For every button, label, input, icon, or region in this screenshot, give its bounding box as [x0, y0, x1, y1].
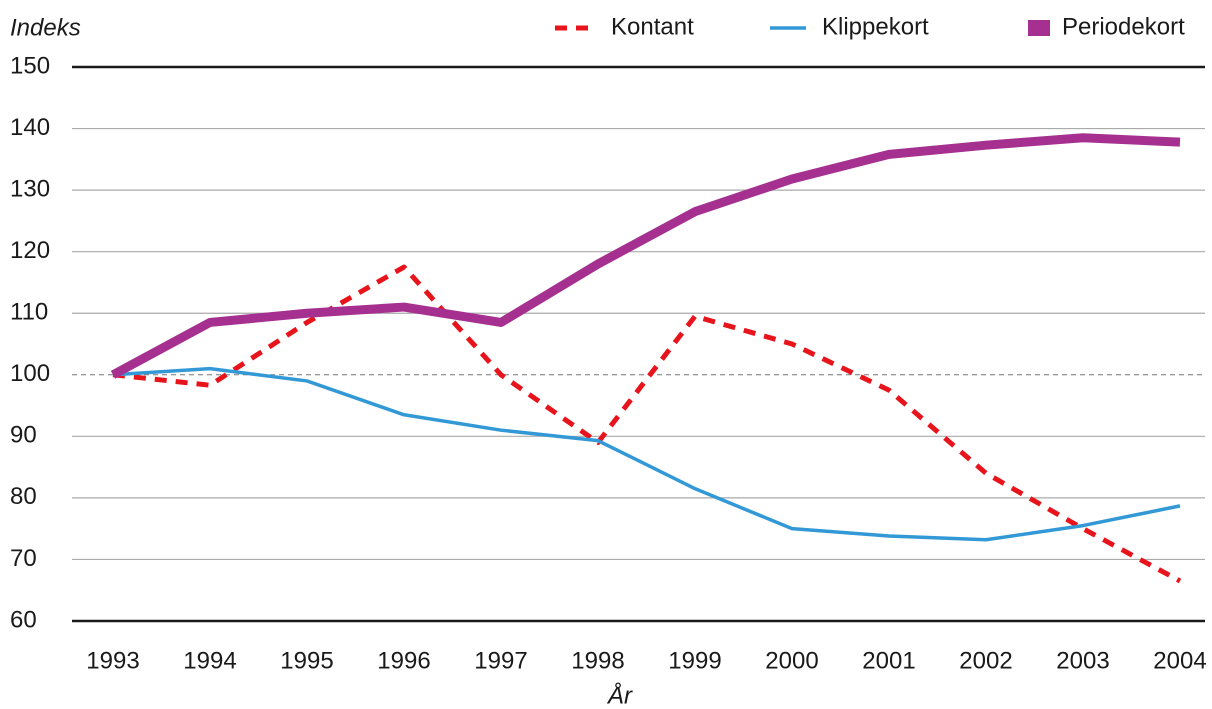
x-tick-label: 2004: [1153, 647, 1206, 674]
series-line: [110, 133, 1181, 379]
x-tick-label: 2000: [765, 647, 818, 674]
y-tick-label: 100: [10, 360, 50, 387]
series-line: [112, 264, 1182, 584]
series-line: [112, 366, 1181, 542]
y-tick-label: 140: [10, 114, 50, 141]
x-tick-label: 1994: [183, 647, 236, 674]
y-tick-label: 60: [10, 606, 37, 633]
y-tick-label: 110: [10, 299, 48, 326]
y-tick-label: 150: [10, 52, 50, 79]
x-tick-label: 1998: [571, 647, 624, 674]
x-tick-label: 2001: [862, 647, 915, 674]
legend-label: Periodekort: [1062, 13, 1185, 40]
x-tick-label: 1995: [280, 647, 333, 674]
y-tick-label: 130: [10, 175, 50, 202]
y-tick-label: 90: [10, 422, 37, 449]
y-tick-label: 120: [10, 237, 50, 264]
legend-label: Klippekort: [822, 13, 929, 40]
x-tick-label: 2003: [1056, 647, 1109, 674]
legend-swatch: [1028, 20, 1050, 36]
y-tick-label: 80: [10, 483, 37, 510]
x-tick-label: 1996: [377, 647, 430, 674]
y-tick-label: 70: [10, 545, 37, 572]
x-tick-label: 1993: [86, 647, 139, 674]
x-tick-label: 1999: [668, 647, 721, 674]
legend-label: Kontant: [611, 13, 694, 40]
y-axis-label: Indeks: [10, 14, 81, 41]
x-axis-label: År: [606, 681, 633, 709]
x-tick-label: 1997: [474, 647, 527, 674]
x-tick-label: 2002: [959, 647, 1012, 674]
